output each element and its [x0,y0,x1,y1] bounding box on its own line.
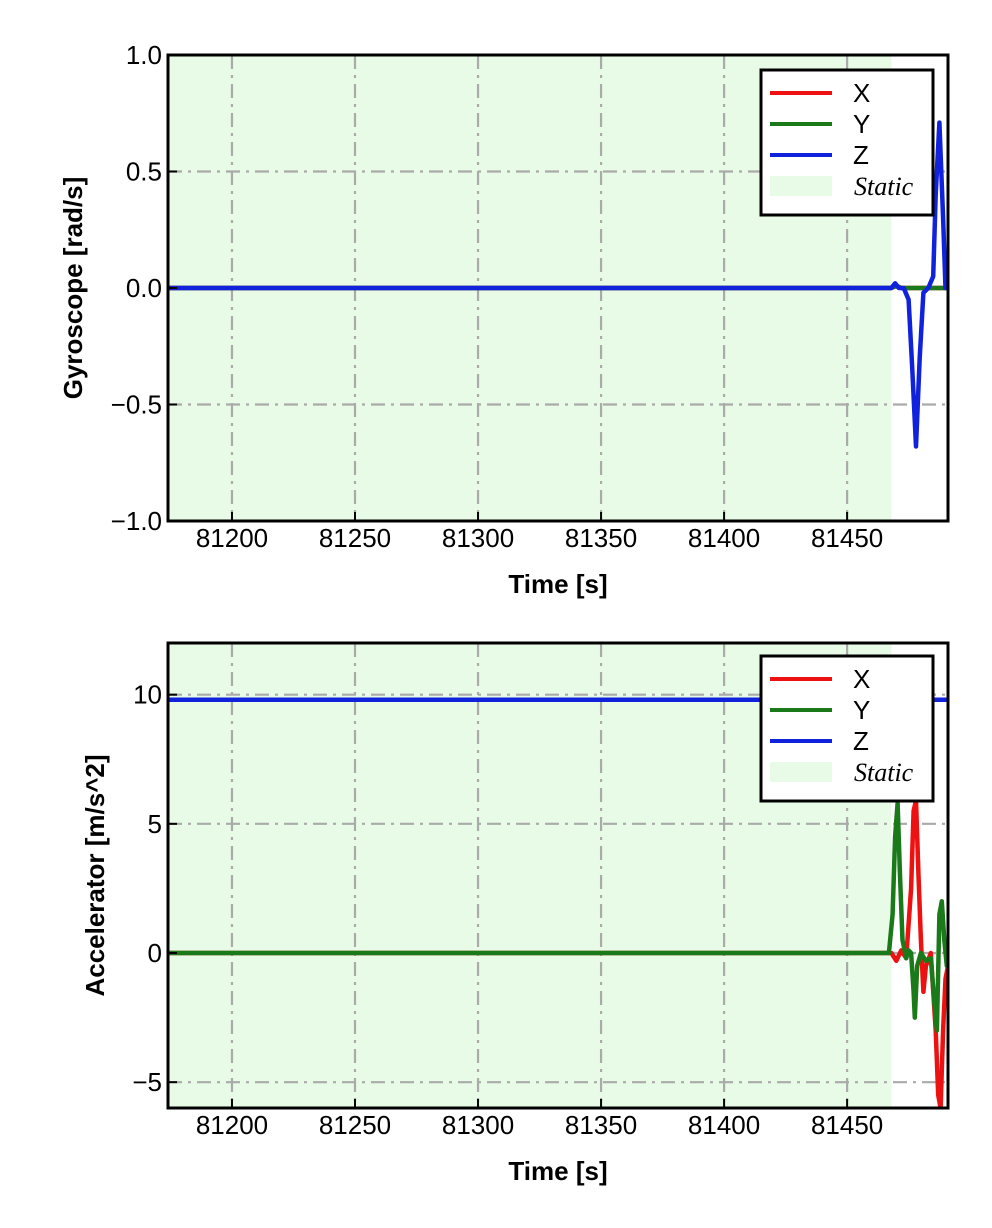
gyroscope-chart: 81200 81250 81300 81350 81400 81450 −1.0 −0.5 0.… [58,40,950,599]
legend-label: Z [853,140,869,170]
legend-label: X [853,78,870,108]
y-tick-label: −5 [132,1067,162,1097]
y-tick-label: 1.0 [126,40,162,70]
y-tick-label: 0.5 [126,157,162,187]
legend-label: Y [853,695,870,725]
y-tick-label: 5 [148,809,162,839]
series-line-y [168,800,948,1033]
legend-label: Y [853,109,870,139]
y-tick-label: −0.5 [111,390,162,420]
x-tick-label: 81250 [319,523,391,553]
legend-label: X [853,664,870,694]
y-tick-label: 10 [133,680,162,710]
x-tick-label: 81400 [688,523,760,553]
x-tick-label: 81400 [688,1110,760,1140]
x-tick-label: 81450 [811,1110,883,1140]
legend-label: Static [854,758,914,787]
series-group [168,120,948,449]
y-tick-label: 0.0 [126,273,162,303]
x-tick-label: 81200 [196,1110,268,1140]
x-tick-label: 81450 [811,523,883,553]
x-tick-label: 81350 [565,523,637,553]
series-line-x [168,798,948,1108]
legend-label: Static [854,172,914,201]
x-tick-label: 81350 [565,1110,637,1140]
x-tick-label: 81200 [196,523,268,553]
legend-static-swatch [770,762,832,782]
x-tick-label: 81250 [319,1110,391,1140]
y-tick-label: 0 [148,938,162,968]
axes-frame [166,641,950,1110]
y-axis-label: Gyroscope [rad/s] [58,177,88,400]
legend-static-swatch [770,176,832,196]
y-axis-label: Accelerator [m/s^2] [80,754,110,996]
x-tick-label: 81300 [442,523,514,553]
y-tick-label: −1.0 [111,506,162,536]
x-axis-label: Time [s] [508,1156,607,1186]
accelerometer-chart: 81200 81250 81300 81350 81400 81450 −5 0 5 10 Time… [80,641,950,1186]
x-axis-label: Time [s] [508,569,607,599]
legend-label: Z [853,726,869,756]
x-tick-label: 81300 [442,1110,514,1140]
series-line-z [168,120,948,449]
